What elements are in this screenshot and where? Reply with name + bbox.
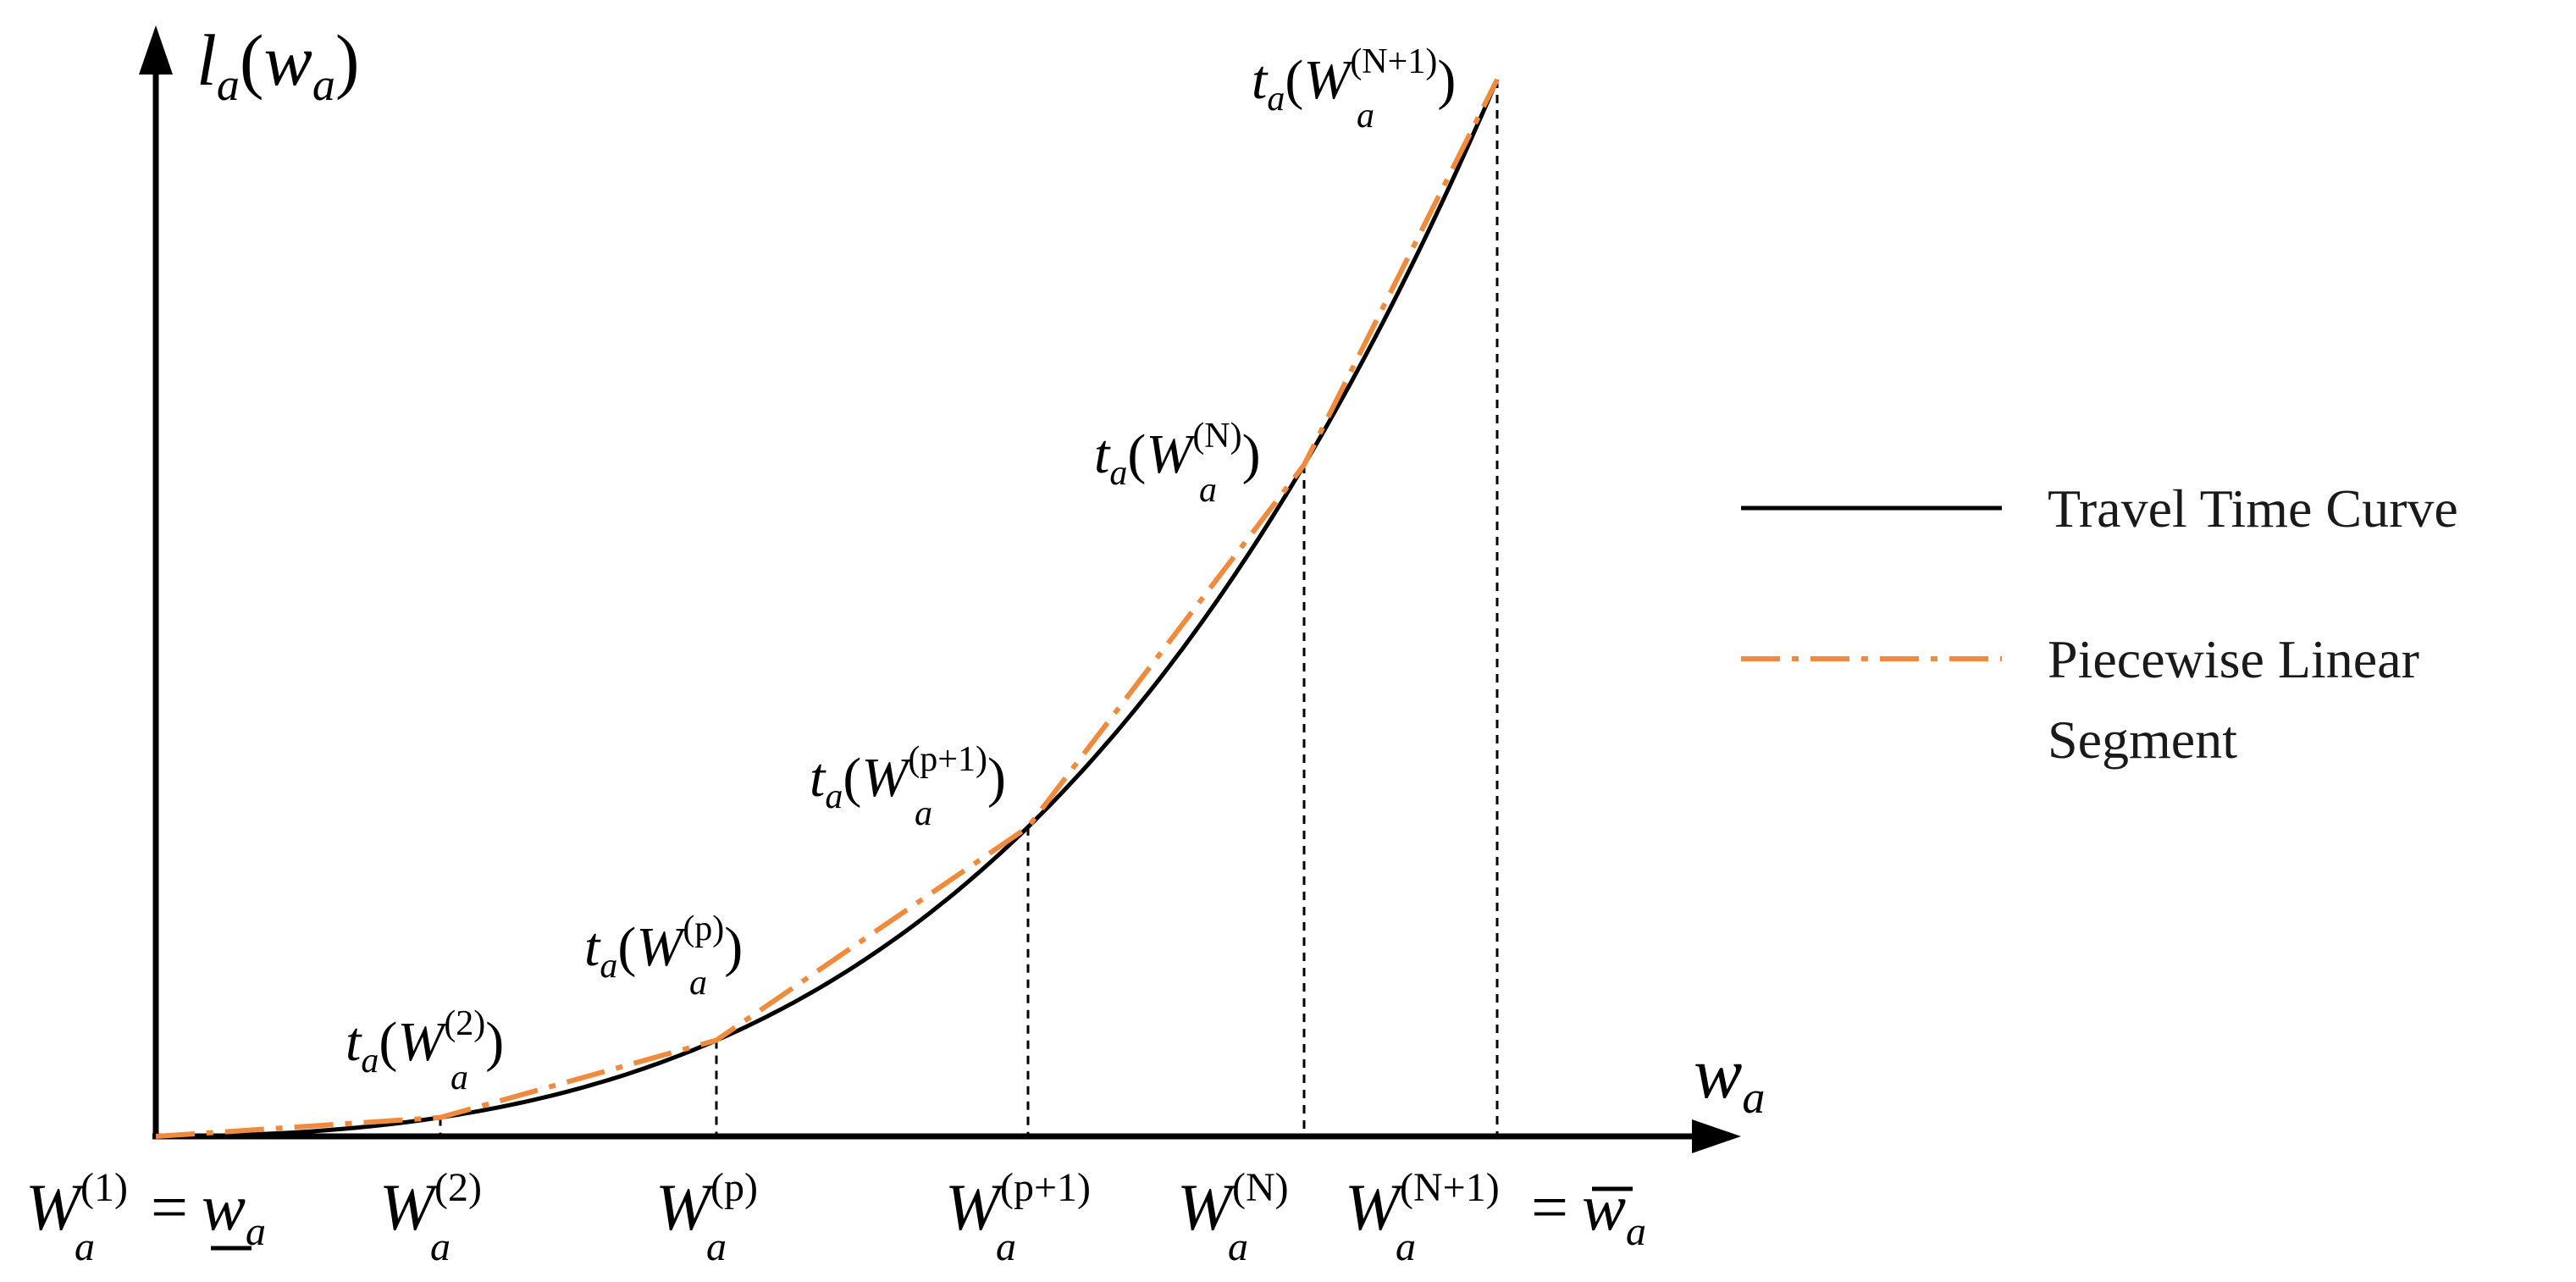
x-axis-arrow-icon (1692, 1119, 1741, 1153)
point-label: ta(W(p+1)) a (810, 740, 1020, 833)
point-label: ta(W(N+1)) a (1252, 42, 1470, 135)
x-tick-label: W(p) a (655, 1141, 774, 1269)
y-axis-label: la(wa) (196, 19, 360, 110)
point-labels: ta(W(2)) a ta(W(p)) a ta(W(p+1)) a ta(W(… (345, 42, 1470, 1097)
x-tick-label: W(p+1) a (945, 1141, 1108, 1269)
y-axis-arrow-icon (139, 25, 173, 75)
legend-label: Piecewise Linear (2048, 629, 2419, 689)
travel-time-curve (156, 79, 1500, 1139)
piecewise-linear-segment (155, 78, 1500, 1139)
point-label: ta(W(2)) a (345, 1004, 518, 1097)
point-label: ta(W(N)) a (1094, 417, 1274, 510)
point-label: ta(W(p)) a (584, 909, 757, 1003)
x-tick-label: W(2) a (379, 1141, 498, 1269)
legend-label-line2: Segment (2048, 710, 2237, 770)
x-tick-labels: W(1) a = wa W(2) a W(p) a W(p+1) a W(N) a… (25, 1141, 1646, 1274)
x-axis-label: wa (1694, 1032, 1765, 1123)
vertical-guide-lines (439, 80, 1499, 1136)
x-tick-label: W(N) a (1177, 1141, 1305, 1269)
legend: Travel Time Curve Piecewise Linear Segme… (1741, 478, 2458, 770)
legend-label: Travel Time Curve (2048, 478, 2458, 539)
x-tick-label: W(N+1) a = wa (1345, 1141, 1646, 1274)
x-tick-label: W(1) a = wa (25, 1141, 266, 1274)
